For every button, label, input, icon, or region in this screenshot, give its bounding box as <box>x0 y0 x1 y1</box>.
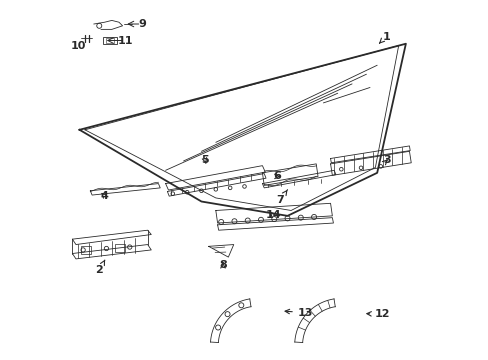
Text: 2: 2 <box>95 260 104 275</box>
Text: 8: 8 <box>219 260 226 270</box>
Text: 1: 1 <box>379 32 389 43</box>
Text: 4: 4 <box>101 191 108 201</box>
Text: 7: 7 <box>276 190 287 205</box>
Text: 6: 6 <box>272 171 280 181</box>
Bar <box>81 246 91 253</box>
Text: 13: 13 <box>285 308 312 318</box>
Bar <box>102 37 117 44</box>
Text: 12: 12 <box>366 310 390 319</box>
Text: 14: 14 <box>265 210 281 220</box>
Text: 5: 5 <box>201 155 208 165</box>
Text: 11: 11 <box>118 36 133 45</box>
Text: 9: 9 <box>138 19 146 30</box>
Text: 3: 3 <box>382 155 390 165</box>
Bar <box>115 244 125 252</box>
Text: 10: 10 <box>71 41 86 50</box>
Bar <box>106 38 114 43</box>
